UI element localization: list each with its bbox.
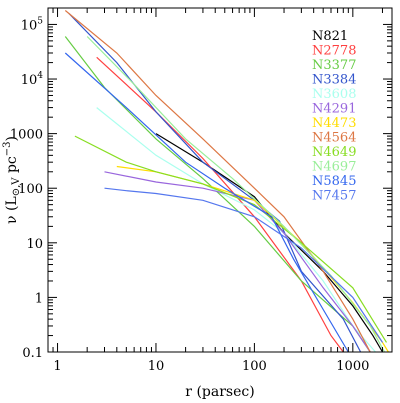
y-tick-label: 0.1 bbox=[22, 346, 43, 361]
x-tick-label: 10 bbox=[148, 359, 165, 374]
legend-entry-n4564: N4564 bbox=[312, 131, 356, 146]
y-axis-label: ν (L⊙,V pc−3) bbox=[2, 136, 22, 224]
series-line-n5845 bbox=[64, 52, 349, 353]
y-tick-label: 104 bbox=[21, 71, 44, 88]
legend-entry-n2778: N2778 bbox=[312, 44, 356, 59]
legend-entry-n4291: N4291 bbox=[312, 102, 356, 117]
legend-entry-n7457: N7457 bbox=[312, 189, 356, 204]
axis-ticks bbox=[47, 7, 392, 353]
axis-tick-labels: 1 10 100 1000 0.1 1 10 100 1000 104 105 bbox=[10, 16, 369, 374]
legend-entry-n5845: N5845 bbox=[312, 174, 356, 189]
series-line-n7457 bbox=[104, 187, 384, 343]
y-tick-label: 105 bbox=[21, 16, 44, 33]
x-tick-label: 100 bbox=[242, 359, 267, 374]
legend-entry-n4473: N4473 bbox=[312, 116, 356, 131]
y-tick-label: 10 bbox=[26, 237, 43, 252]
legend-entry-n4649: N4649 bbox=[312, 145, 356, 160]
legend-entry-n3608: N3608 bbox=[312, 87, 356, 102]
legend-entry-n821: N821 bbox=[312, 29, 348, 44]
series-line-n4564 bbox=[64, 10, 371, 353]
legend-entry-n3384: N3384 bbox=[312, 73, 356, 88]
y-tick-label: 1000 bbox=[10, 128, 43, 143]
y-tick-label: 1 bbox=[35, 291, 43, 306]
series-line-n4649 bbox=[74, 135, 388, 343]
legend: N821N2778N3377N3384N3608N4291N4473N4564N… bbox=[312, 29, 356, 204]
legend-entry-n4697: N4697 bbox=[312, 160, 356, 175]
series-curves bbox=[64, 10, 389, 353]
series-line-n3608 bbox=[96, 107, 376, 353]
y-tick-label: 100 bbox=[18, 182, 43, 197]
plot-frame bbox=[47, 7, 393, 353]
x-axis-label: r (parsec) bbox=[185, 384, 254, 400]
x-tick-label: 1000 bbox=[336, 359, 369, 374]
x-tick-label: 1 bbox=[53, 359, 61, 374]
legend-entry-n3377: N3377 bbox=[312, 58, 356, 73]
series-line-n4697 bbox=[86, 36, 386, 353]
